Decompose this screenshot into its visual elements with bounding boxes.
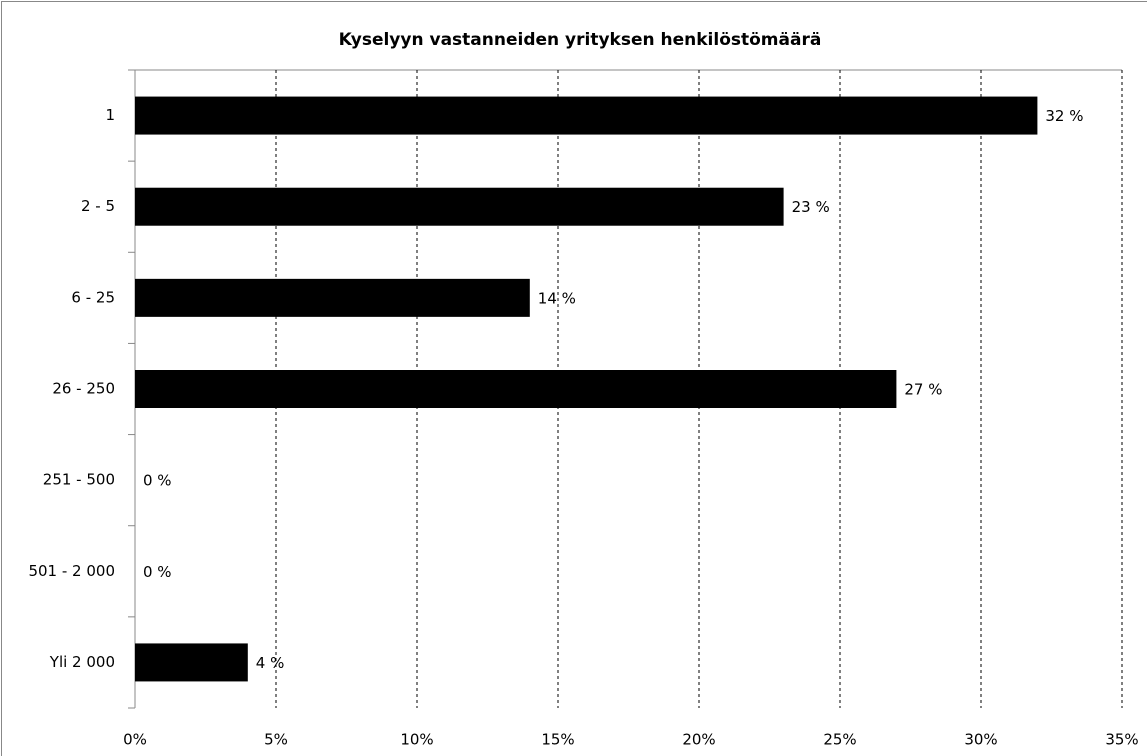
data-label: 0 % (143, 472, 172, 490)
y-tick-label: 26 - 250 (52, 380, 115, 398)
x-tick-label: 5% (264, 731, 288, 749)
data-label: 32 % (1045, 107, 1083, 125)
bar (135, 96, 1038, 135)
x-tick-label: 15% (541, 731, 574, 749)
x-tick-label: 20% (682, 731, 715, 749)
y-tick-label: 2 - 5 (81, 197, 115, 215)
x-tick-label: 0% (123, 731, 147, 749)
y-tick-label: 1 (105, 106, 115, 124)
chart-title: Kyselyyn vastanneiden yrityksen henkilös… (339, 30, 822, 50)
bar (135, 187, 784, 226)
y-tick-label: 6 - 25 (71, 288, 115, 306)
x-tick-label: 25% (823, 731, 856, 749)
y-tick-label: Yli 2 000 (49, 653, 115, 671)
x-tick-label: 35% (1105, 731, 1138, 749)
data-label: 27 % (904, 381, 942, 399)
data-label: 23 % (792, 198, 830, 216)
x-tick-label: 30% (964, 731, 997, 749)
y-tick-label: 501 - 2 000 (28, 562, 115, 580)
x-tick-label: 10% (400, 731, 433, 749)
data-label: 14 % (538, 289, 576, 307)
data-label: 4 % (256, 654, 285, 672)
y-tick-label: 251 - 500 (43, 471, 115, 489)
bar (135, 278, 530, 317)
data-label: 0 % (143, 563, 172, 581)
bar (135, 370, 897, 408)
bar (135, 643, 248, 682)
